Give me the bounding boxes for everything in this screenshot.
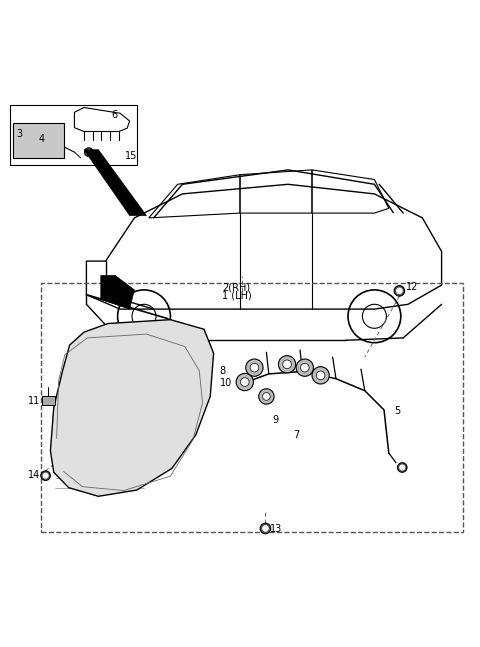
Text: 4: 4 <box>38 134 45 144</box>
Circle shape <box>84 148 93 157</box>
Circle shape <box>399 465 405 470</box>
Circle shape <box>283 360 291 369</box>
Text: 2(RH): 2(RH) <box>222 283 250 293</box>
Bar <box>42 395 55 405</box>
Circle shape <box>263 393 270 400</box>
Text: 12: 12 <box>406 282 418 292</box>
Circle shape <box>278 356 296 373</box>
Circle shape <box>312 367 329 384</box>
Polygon shape <box>84 149 146 215</box>
Circle shape <box>396 288 402 294</box>
Circle shape <box>259 389 274 404</box>
Circle shape <box>41 471 50 481</box>
Text: 10: 10 <box>220 378 232 388</box>
Circle shape <box>397 463 407 472</box>
Circle shape <box>296 359 313 377</box>
Polygon shape <box>101 276 134 309</box>
Polygon shape <box>50 320 214 496</box>
Text: 11: 11 <box>28 396 40 406</box>
Text: 15: 15 <box>125 151 137 162</box>
Circle shape <box>300 364 309 372</box>
Text: 3: 3 <box>16 129 22 139</box>
Text: 8: 8 <box>220 366 226 377</box>
Circle shape <box>250 364 259 372</box>
Text: 7: 7 <box>293 430 299 440</box>
Circle shape <box>86 149 91 155</box>
Circle shape <box>263 525 268 531</box>
Circle shape <box>43 473 48 478</box>
Bar <box>41 283 463 532</box>
Circle shape <box>246 359 263 377</box>
Circle shape <box>236 373 253 391</box>
Circle shape <box>260 523 271 534</box>
Text: 14: 14 <box>28 470 40 479</box>
Bar <box>13 124 64 158</box>
Text: 1 (LH): 1 (LH) <box>222 291 252 301</box>
Bar <box>10 105 137 165</box>
Text: 9: 9 <box>273 415 279 426</box>
Circle shape <box>316 371 325 380</box>
Circle shape <box>240 378 249 386</box>
Text: 13: 13 <box>270 524 282 534</box>
Text: 6: 6 <box>111 110 118 120</box>
Text: 5: 5 <box>395 406 401 416</box>
Circle shape <box>394 285 405 296</box>
